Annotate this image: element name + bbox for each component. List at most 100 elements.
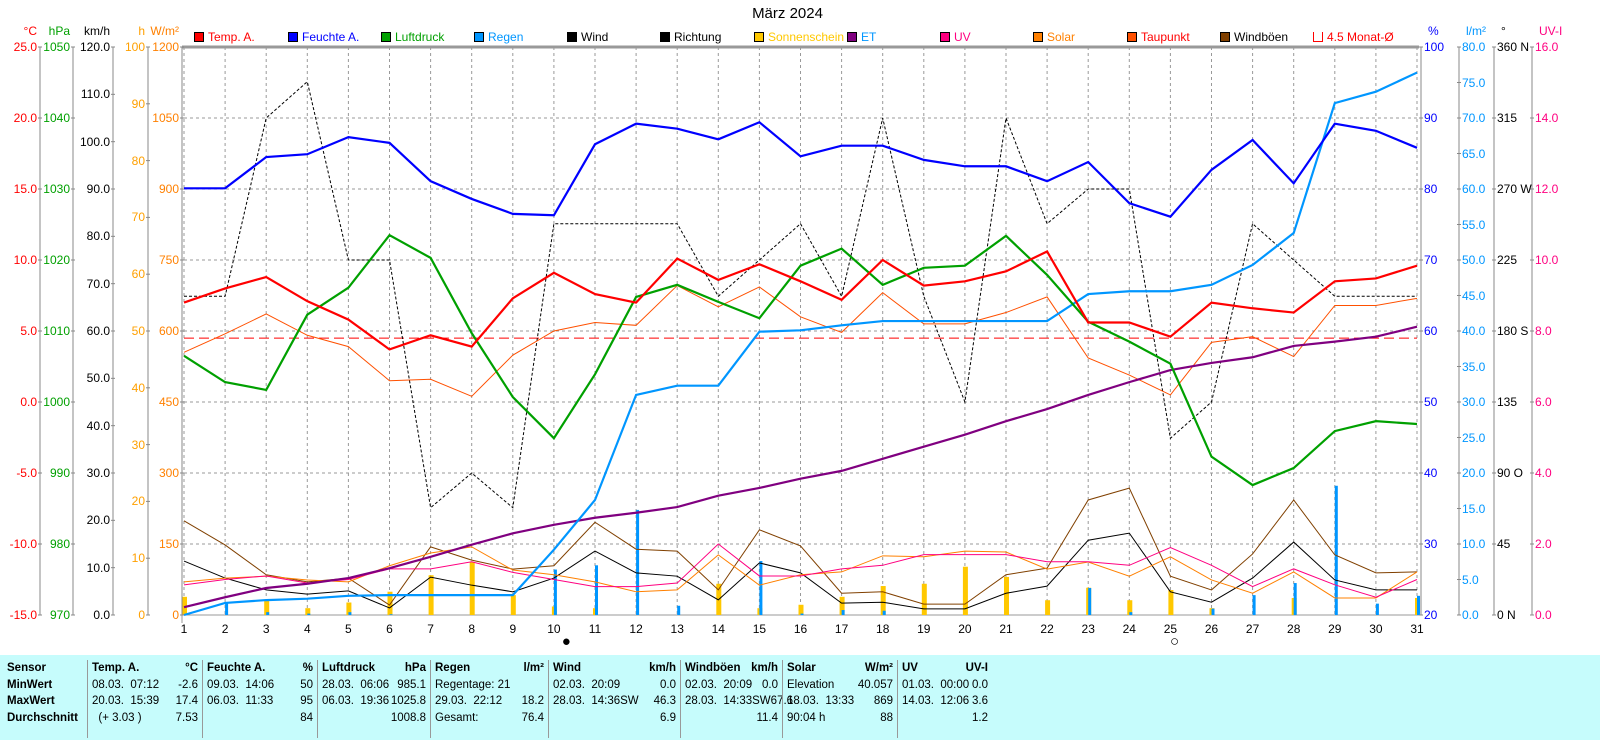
legend-label: Wind: [581, 30, 609, 44]
axis-tick-label: 0.0: [1535, 608, 1552, 622]
bar-regen-tag-: [1293, 583, 1297, 615]
stats-group-solar: Solar W/m² Elevation 40.057 18.03. 13:33 869 9…: [782, 660, 897, 738]
stats-row: 29.03. 22:12 18.2: [435, 693, 544, 710]
bar-sonnenschein: [469, 562, 475, 615]
x-tick-label: 21: [999, 622, 1013, 636]
axis-tick-label: 900: [158, 182, 179, 196]
axis-unit-label: h: [138, 24, 145, 38]
axis-tick-label: 360 N: [1497, 40, 1530, 54]
bar-regen-tag-: [841, 610, 845, 615]
stats-header: Sensor: [7, 662, 46, 674]
moon-phase-icon: ●: [562, 633, 571, 650]
stats-group-temp-a-: Temp. A. °C 08.03. 07:12 -2.6 20.03. 15:39 17…: [87, 660, 202, 738]
bar-regen-tag-: [225, 602, 229, 615]
bar-regen-tag-: [266, 612, 270, 615]
stats-cell: 11.4: [756, 711, 778, 724]
x-tick-label: 1: [181, 622, 188, 636]
stats-header: Solar: [787, 662, 816, 674]
x-tick-label: 6: [386, 622, 393, 636]
axis-tick-label: 120.0: [79, 40, 110, 54]
legend-item: Regen: [474, 30, 523, 44]
axis-tick-label: -5.0: [16, 466, 37, 480]
legend-item: ET: [847, 30, 876, 44]
legend-swatch-icon: [1313, 32, 1323, 42]
x-tick-label: 10: [547, 622, 561, 636]
x-tick-label: 2: [222, 622, 229, 636]
axis-tick-label: 270 W: [1497, 182, 1532, 196]
stats-cell: MaxWert: [7, 695, 55, 707]
stats-cell: 88: [880, 711, 893, 724]
bar-sonnenschein: [962, 566, 968, 615]
axis-tick-label: 30: [1424, 537, 1438, 551]
axis-tick-label: 225: [1497, 253, 1518, 267]
legend-swatch-icon: [754, 32, 764, 42]
weather-chart: 1 2 3 4 5 6 7 8 9 10 11 12 13 14 15 16 17 18 19 20 21 22 23 24 2…: [38, 45, 1534, 650]
axis-tick-label: 180 S: [1497, 324, 1529, 338]
legend-label: 4.5 Monat-Ø: [1327, 30, 1394, 44]
axis-tick-label: 1040: [43, 111, 70, 125]
stats-row: 09.03. 14:06 50: [207, 677, 313, 694]
axis-tick-label: 1050: [152, 111, 179, 125]
axis-tick-label: 70.0: [1462, 111, 1486, 125]
stats-row: 14.03. 12:06 3.6: [902, 693, 988, 710]
stats-row: 08.03. 07:12 -2.6: [92, 677, 198, 694]
x-tick-label: 9: [509, 622, 516, 636]
bar-regen-tag-: [759, 561, 763, 615]
legend-label: Temp. A.: [208, 30, 255, 44]
bar-regen-tag-: [1334, 485, 1338, 615]
stats-group-wind: Wind km/h 02.03. 20:09 0.0 28.03. 14:36SW 46.…: [548, 660, 680, 738]
bar-regen-tag-: [677, 605, 681, 615]
stats-group-regen: Regen l/m² Regentage: 21 29.03. 22:12 18.2 Ge…: [430, 660, 548, 738]
stats-row: MaxWert: [7, 693, 83, 710]
stats-row: 28.03. 14:36SW 46.3: [553, 693, 676, 710]
axis-unit-label: °: [1501, 24, 1506, 38]
stats-row: 18.03. 13:33 869: [787, 693, 893, 710]
x-tick-label: 12: [629, 622, 643, 636]
bar-regen-tag-: [1375, 603, 1379, 615]
stats-cell: 46.3: [653, 695, 676, 707]
axis-tick-label: 90 O: [1497, 466, 1524, 480]
bar-regen-tag-: [595, 565, 598, 615]
x-tick-label: 8: [468, 622, 475, 636]
chart-title: März 2024: [752, 5, 823, 22]
legend-swatch-icon: [1220, 32, 1230, 42]
axis-tick-label: 980: [49, 537, 70, 551]
stats-header: Luftdruck: [322, 662, 376, 674]
axis-tick-label: 20: [131, 494, 145, 509]
x-tick-label: 29: [1328, 622, 1342, 636]
axis-unit-label: W/m²: [150, 24, 179, 38]
bar-sonnenschein: [839, 596, 845, 615]
x-tick-label: 14: [712, 622, 726, 636]
x-tick-label: 11: [589, 622, 602, 636]
x-tick-label: 24: [1123, 622, 1137, 636]
axis-tick-label: 10.0: [13, 253, 37, 267]
stats-cell: -2.6: [178, 678, 198, 691]
stats-cell: 18.03. 13:33: [787, 695, 855, 707]
bar-sonnenschein: [346, 602, 352, 615]
stats-cell: 06.03. 19:36: [322, 695, 390, 707]
stats-header: km/h: [649, 662, 676, 674]
stats-cell: 14.03. 12:06: [902, 695, 970, 707]
axis-unit-label: °C: [23, 24, 37, 38]
axis-tick-label: 135: [1497, 395, 1518, 409]
x-tick-label: 28: [1287, 622, 1301, 636]
axis-tick-label: 16.0: [1535, 40, 1559, 54]
bar-sonnenschein: [1127, 600, 1133, 615]
legend-swatch-icon: [194, 32, 204, 42]
stats-table: Sensor MinWert MaxWert Durchschnitt Temp. A.…: [0, 655, 1600, 740]
stats-cell: 28.03. 06:06: [322, 678, 390, 691]
legend-swatch-icon: [940, 32, 950, 42]
stats-header: Wind: [553, 662, 581, 674]
bar-sonnenschein: [798, 604, 804, 615]
x-tick-label: 26: [1205, 622, 1219, 636]
stats-group-uv: UV UV-I 01.03. 00:00 0.0 14.03. 12:06 3.6 1.2: [897, 660, 992, 738]
axis-tick-label: 20.0: [13, 111, 37, 125]
axis-tick-label: 20: [1424, 608, 1438, 622]
bar-sonnenschein: [264, 600, 270, 615]
legend-label: Regen: [488, 30, 524, 44]
axis-tick-label: 40.0: [1462, 324, 1486, 338]
axis-tick-label: 80.0: [86, 229, 110, 244]
axis-tick-label: 1020: [43, 253, 70, 267]
bar-regen-tag-: [1088, 588, 1092, 615]
axis-tick-label: 35.0: [1462, 359, 1486, 374]
